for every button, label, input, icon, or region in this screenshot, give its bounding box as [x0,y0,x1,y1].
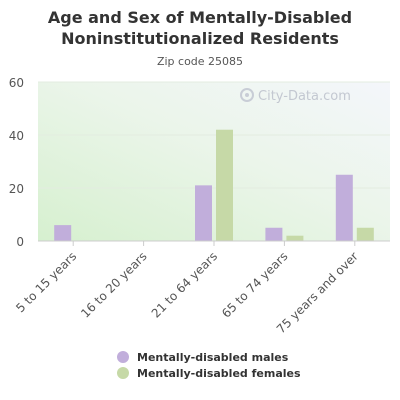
legend-item-males: Mentally-disabled males [117,349,301,365]
y-tick-label: 20 [9,182,24,196]
bar-males-2 [195,185,212,241]
legend-swatch-females [117,367,129,379]
bar-males-3 [265,227,283,241]
chart-title-line-2: Noninstitutionalized Residents [61,29,339,48]
y-tick-label: 40 [9,129,24,143]
x-tick-label: 21 to 64 years [149,249,220,320]
bar-females-4 [356,227,374,241]
bar-females-3 [286,235,304,241]
bar-females-2 [216,129,233,241]
chart-subtitle: Zip code 25085 [156,55,244,68]
bar-males-0 [54,225,72,241]
watermark: City-Data.com [240,88,351,104]
legend-label-females: Mentally-disabled females [137,366,301,380]
x-tick-label: 65 to 74 years [219,249,290,320]
svg-text:City-Data.com: City-Data.com [258,89,351,104]
x-tick-label: 16 to 20 years [78,249,149,320]
x-tick-label: 5 to 15 years [13,249,79,315]
legend-label-males: Mentally-disabled males [137,350,289,364]
legend: Mentally-disabled males Mentally-disable… [117,349,301,381]
y-tick-label: 0 [16,235,24,249]
y-tick-label: 60 [9,76,24,90]
plot-background [38,82,390,241]
legend-swatch-males [117,351,129,363]
legend-item-females: Mentally-disabled females [117,365,301,381]
chart-title-line-1: Age and Sex of Mentally-Disabled [47,8,353,27]
bar-males-4 [335,174,353,241]
